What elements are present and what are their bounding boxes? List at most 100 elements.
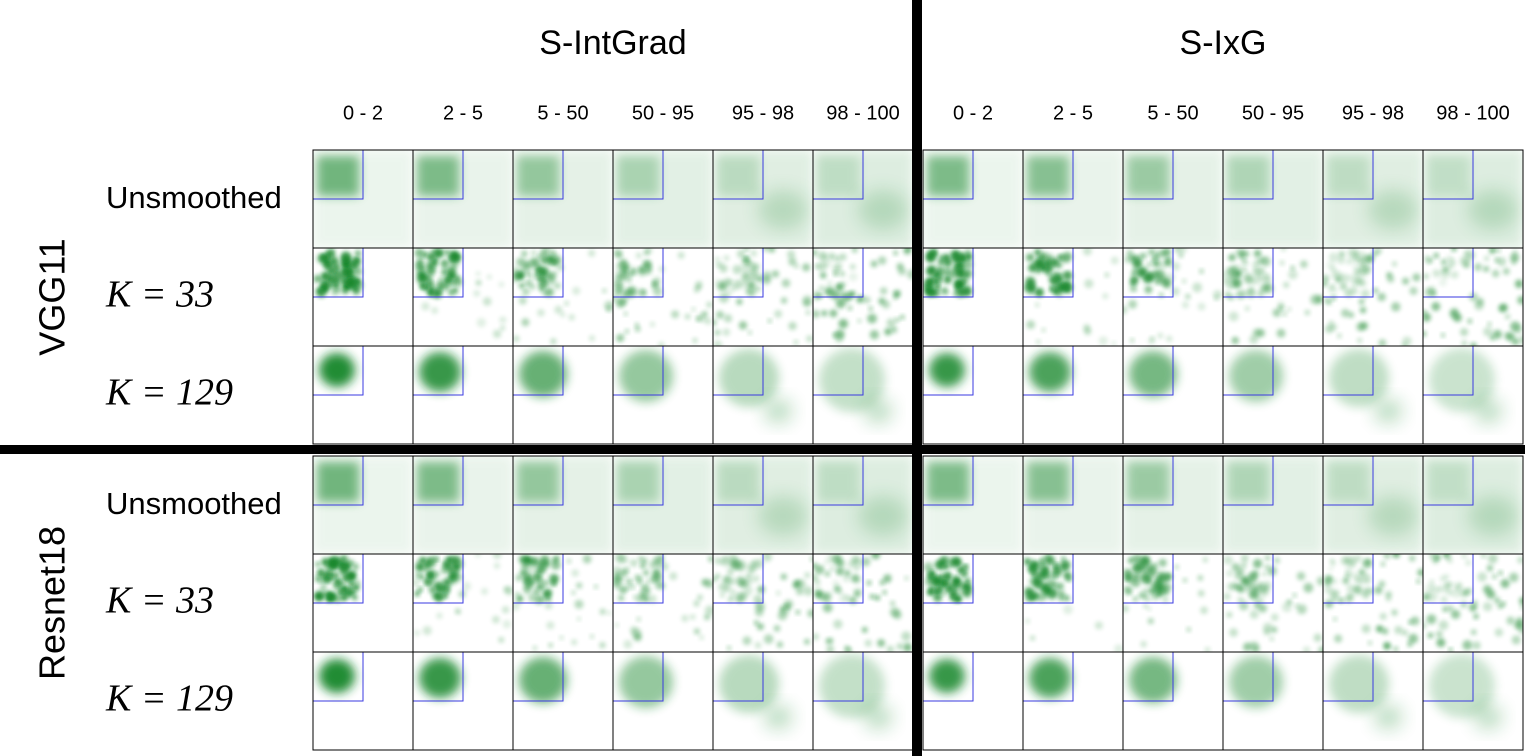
heat-dot [1338, 250, 1346, 258]
heat-dot [847, 305, 853, 311]
bbox [413, 150, 464, 200]
heat-dot [552, 270, 558, 277]
heat-dot [1502, 267, 1510, 275]
heat-dot [1292, 593, 1297, 598]
heat-dot [1391, 609, 1398, 616]
heat-dot [1359, 306, 1367, 314]
heat [1329, 349, 1402, 423]
heatmap-cell [1422, 651, 1524, 751]
heat-dot [930, 587, 935, 592]
heat-blob [929, 659, 965, 693]
heat-dot [340, 580, 346, 585]
heatmap-cell [812, 651, 914, 751]
heat-dot [1269, 636, 1275, 642]
heat-dot [622, 588, 627, 594]
heat-dot [1450, 307, 1459, 316]
heat-dot [781, 278, 791, 288]
heat-dot [691, 307, 696, 312]
heat-dot [757, 585, 766, 594]
heat [1223, 554, 1323, 652]
heat-dot [694, 283, 702, 291]
heat-dot [889, 607, 900, 617]
heat-dot [795, 609, 801, 615]
heat [613, 248, 713, 346]
heat-dot [527, 593, 537, 603]
bbox [1023, 554, 1074, 604]
heat-dot [521, 561, 530, 570]
heat-dot [553, 256, 562, 264]
heat-dot [319, 584, 327, 592]
heat-dot [1226, 569, 1234, 577]
heat-dot [1147, 337, 1156, 345]
heat-dot [697, 313, 706, 322]
heat-dot [1364, 254, 1374, 264]
bbox [413, 456, 464, 506]
heat-dot [1151, 256, 1156, 262]
heat-dot [881, 300, 891, 309]
heat-dot [1361, 624, 1371, 634]
heat-dot [755, 602, 765, 612]
bbox [813, 150, 864, 200]
heatmap-cell [1022, 345, 1124, 445]
heat-dot [736, 249, 746, 259]
bbox [1223, 248, 1274, 298]
heat-dot [1133, 574, 1139, 580]
heat-dot [1244, 587, 1251, 593]
heat-dot [1330, 560, 1336, 567]
heat-dot [529, 283, 536, 291]
heat-dot [624, 329, 630, 334]
heat-dot [593, 584, 599, 589]
heat-dot [1028, 284, 1036, 293]
heat-dot [1283, 281, 1290, 289]
heat-dot [1332, 578, 1339, 585]
heat [319, 353, 355, 387]
heat-focus [927, 156, 969, 196]
heat-dot [1143, 603, 1148, 609]
heat-dot [1345, 569, 1350, 574]
heat-dot [526, 271, 531, 276]
heat-dot [1496, 248, 1501, 253]
heat-dot [1182, 578, 1188, 583]
heat-dot [1226, 611, 1233, 618]
heat-dot [1426, 614, 1437, 625]
heat [419, 352, 461, 392]
heat-dot [1324, 297, 1330, 303]
heat [619, 350, 673, 402]
heat-dot [958, 581, 967, 590]
heatmap-cell [812, 345, 914, 445]
heatmap-cell [312, 345, 414, 445]
heat-dot [546, 259, 553, 266]
heat-blob [929, 353, 965, 387]
heat-dot [742, 636, 752, 646]
heat-dot [1423, 331, 1427, 337]
heat-dot [564, 301, 569, 306]
heat-dot [1345, 572, 1351, 579]
heat-dot [1162, 248, 1171, 257]
heatmap-cell [1022, 247, 1124, 347]
heat-dot [541, 248, 551, 256]
heat-dot [732, 264, 742, 275]
column-label: 0 - 2 [343, 102, 383, 124]
heat-dot [1331, 295, 1336, 301]
heatmap-cell [812, 247, 914, 347]
heat-dot [1200, 606, 1208, 615]
heat-focus [517, 156, 559, 196]
heat-dot [1162, 589, 1169, 596]
heat-focus [927, 462, 969, 502]
heat-dot [1509, 572, 1519, 583]
heat-dot [1334, 634, 1343, 643]
heat-blob [619, 656, 673, 708]
heat-dot [544, 581, 549, 586]
heat-dot [1448, 647, 1453, 652]
heat-dot [715, 573, 721, 580]
heat-dot [431, 593, 436, 599]
heat-dot [1394, 625, 1403, 635]
heat-dot [763, 634, 774, 644]
bbox [813, 554, 864, 604]
heat-dot [557, 264, 564, 271]
bbox [1323, 554, 1374, 604]
heat-dot [434, 592, 444, 602]
heat-dot [440, 566, 449, 575]
heat-dot [571, 569, 579, 577]
heat-dot [1516, 616, 1523, 624]
